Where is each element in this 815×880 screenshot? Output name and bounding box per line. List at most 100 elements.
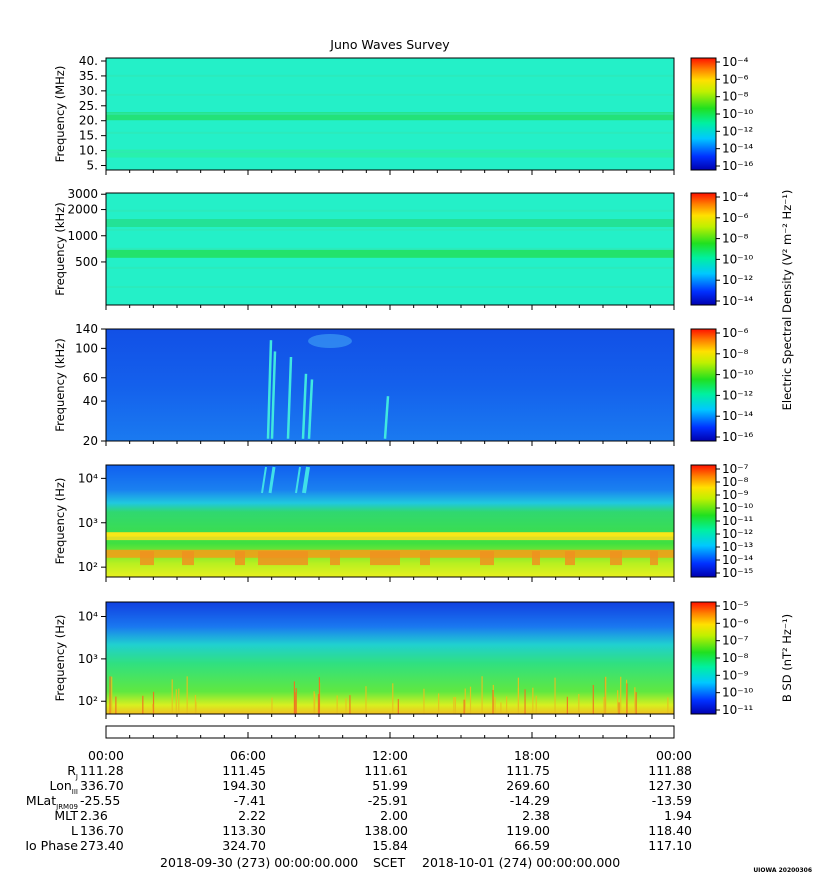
ephemeris-value: 15.84 (372, 838, 408, 853)
ephemeris-value: 117.10 (648, 838, 692, 853)
y-tick-label: 5. (87, 159, 98, 173)
y-tick-label: 30. (79, 84, 98, 98)
ephemeris-label: L (71, 823, 78, 838)
ephemeris-label: MLT (54, 808, 78, 823)
texture-stripe (106, 247, 674, 250)
intense-patch (330, 551, 340, 566)
ephemeris-value: 66.59 (514, 838, 550, 853)
colorbar-tick-label: 10⁻¹⁶ (722, 159, 753, 173)
ephemeris-value: 324.70 (222, 838, 266, 853)
emission-band (106, 149, 674, 158)
ephemeris-value: 136.70 (80, 823, 124, 838)
ephemeris-value: 111.61 (364, 763, 408, 778)
texture-stripe (106, 285, 674, 288)
y-tick-label: 10² (78, 560, 98, 574)
ephemeris-value: -7.41 (234, 793, 266, 808)
y-tick-label: 25. (79, 99, 98, 113)
colorbar-scale (690, 57, 717, 171)
ephemeris-value: 111.75 (506, 763, 550, 778)
ephemeris-table: RJ 111.28 111.45 111.61 111.75 111.88 LonIII 33… (25, 763, 692, 853)
y-axis-label: Frequency (Hz) (53, 615, 67, 702)
ephemeris-value: 119.00 (506, 823, 550, 838)
colorbar-tick-label: 10⁻⁶ (722, 616, 749, 630)
intense-patch (182, 551, 194, 566)
y-tick-label: 40 (83, 394, 98, 408)
y-axis-label: Frequency (kHz) (53, 338, 67, 431)
colorbar-tick-label: 10⁻⁴ (722, 190, 749, 204)
colorbar-scale (690, 328, 717, 442)
emission-band (106, 112, 674, 121)
y-tick-label: 10. (79, 144, 98, 158)
ephemeris-label: RJ (67, 763, 78, 781)
ephemeris-value: 111.88 (648, 763, 692, 778)
colorbar-label: Electric Spectral Density (V² m⁻² Hz⁻¹) (780, 190, 794, 411)
y-tick-label: 40. (79, 54, 98, 68)
panel-4: 10² 10³ 10⁴ Frequency (Hz) (53, 464, 675, 582)
spectrogram-background (106, 329, 674, 441)
ephemeris-value: 127.30 (648, 778, 692, 793)
ephemeris-value: 273.40 (80, 838, 124, 853)
colorbar-3: 10⁻⁶ 10⁻⁸ 10⁻¹⁰ 10⁻¹² 10⁻¹⁴ 10⁻¹⁶ (690, 326, 753, 444)
colorbar-tick-label: 10⁻¹⁵ (722, 566, 753, 580)
colorbar-tick-label: 10⁻¹⁶ (722, 430, 753, 444)
colorbar-5: 10⁻⁵ 10⁻⁶ 10⁻⁷ 10⁻⁸ 10⁻⁹ 10⁻¹⁰ 10⁻¹¹ B SD (nT² … (690, 599, 794, 717)
y-tick-label: 500 (75, 255, 98, 269)
y-tick-label: 10³ (78, 516, 98, 530)
colorbar-tick-label: 10⁻⁶ (722, 211, 749, 225)
ephemeris-value: 1.94 (664, 808, 692, 823)
time-label: 12:00 (372, 748, 408, 763)
time-axis: 00:00 06:00 12:00 18:00 00:00 (88, 725, 692, 763)
ephemeris-value: 111.45 (222, 763, 266, 778)
time-label: 18:00 (514, 748, 550, 763)
colorbar-tick-label: 10⁻⁷ (722, 462, 749, 476)
burst-streak (301, 373, 308, 439)
time-label: 00:00 (88, 748, 124, 763)
colorbar-tick-label: 10⁻¹⁴ (722, 409, 753, 423)
y-tick-label: 10³ (78, 652, 98, 666)
colorbar-tick-label: 10⁻⁸ (722, 90, 749, 104)
ephemeris-value: -25.55 (80, 793, 120, 808)
colorbar-tick-label: 10⁻⁵ (722, 599, 749, 613)
colorbar-4: 10⁻⁷10⁻⁸10⁻⁹10⁻¹⁰10⁻¹¹10⁻¹²10⁻¹³10⁻¹⁴10⁻… (690, 462, 753, 580)
burst-streak (270, 351, 277, 439)
colorbar-tick-label: 10⁻⁹ (722, 668, 749, 682)
burst-streak (307, 379, 314, 439)
intense-patch (480, 551, 494, 566)
burst-streak (286, 356, 293, 439)
y-tick-label: 140 (75, 322, 98, 336)
colorbar-2: 10⁻⁴ 10⁻⁶ 10⁻⁸ 10⁻¹⁰ 10⁻¹² 10⁻¹⁴ Electric Spec… (690, 190, 794, 411)
colorbar-tick-label: 10⁻⁷ (722, 634, 749, 648)
colorbar-tick-label: 10⁻¹² (722, 527, 753, 541)
y-tick-label: 60 (83, 371, 98, 385)
ephemeris-value: 51.99 (372, 778, 408, 793)
spectrogram-panels: 5.10.15.20.25.30.35.40. Frequency (MHz) 50… (53, 54, 675, 719)
time-label: 00:00 (656, 748, 692, 763)
burst-streak (268, 466, 276, 494)
colorbar-tick-label: 10⁻¹³ (722, 540, 753, 554)
burst-streak (302, 466, 310, 494)
colorbar-tick-label: 10⁻⁶ (722, 326, 749, 340)
colorbar-tick-label: 10⁻¹¹ (722, 703, 753, 717)
intense-patch (370, 551, 400, 566)
y-tick-label: 1000 (67, 229, 98, 243)
y-tick-label: 15. (79, 129, 98, 143)
colorbar-tick-label: 10⁻¹² (722, 124, 753, 138)
colorbar-tick-label: 10⁻¹² (722, 388, 753, 402)
colorbar-tick-label: 10⁻¹⁴ (722, 553, 753, 567)
intense-patch (140, 551, 154, 566)
footer-end-time: 2018-10-01 (274) 00:00:00.000 (422, 855, 620, 870)
texture-stripe (106, 112, 674, 115)
colorbar-tick-label: 10⁻¹⁰ (722, 501, 753, 515)
colorbar-tick-label: 10⁻⁹ (722, 488, 749, 502)
intense-patch (565, 551, 575, 566)
panel-1: 5.10.15.20.25.30.35.40. Frequency (MHz) (53, 54, 675, 175)
texture-stripe (106, 266, 674, 269)
emission-band (106, 249, 674, 258)
burst-streak (266, 340, 273, 439)
texture-stripe (106, 93, 674, 96)
colorbar-tick-label: 10⁻⁸ (722, 651, 749, 665)
ephemeris-value: -13.59 (652, 793, 692, 808)
intense-patch (610, 551, 622, 566)
